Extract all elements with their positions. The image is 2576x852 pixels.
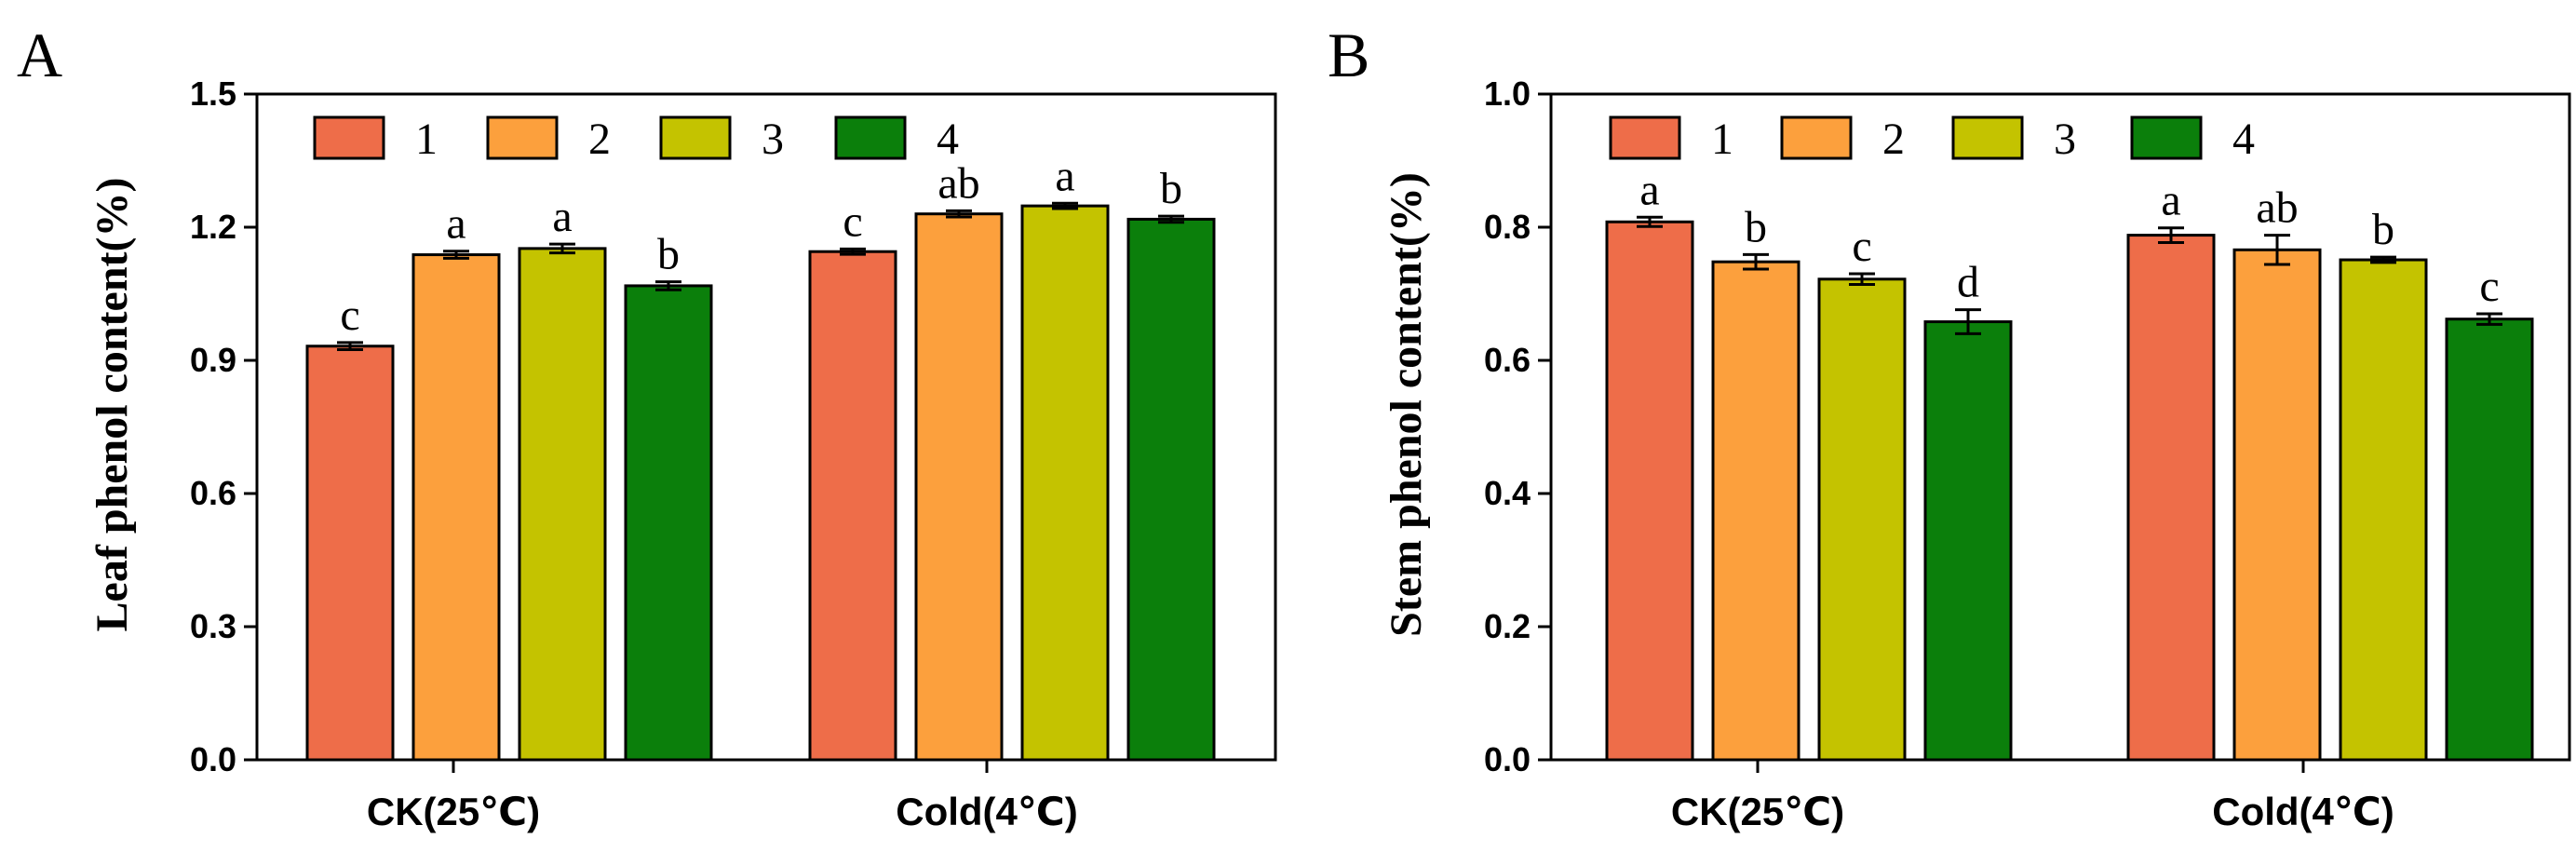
legend-swatch — [834, 115, 907, 160]
significance-label: a — [1639, 165, 1659, 214]
legend-label: 2 — [1882, 115, 1905, 164]
legend-swatch — [1780, 115, 1853, 160]
significance-label: c — [1852, 222, 1871, 271]
legend-label: 1 — [415, 115, 438, 164]
y-tick-label: 0.2 — [1484, 607, 1531, 645]
bar — [624, 284, 713, 762]
bar — [1711, 260, 1801, 762]
significance-label: a — [1055, 151, 1074, 200]
significance-label: b — [1160, 164, 1182, 213]
legend-label: 2 — [588, 115, 611, 164]
bar — [518, 247, 607, 762]
significance-label: b — [1745, 202, 1767, 251]
y-tick-label: 0.8 — [1484, 208, 1531, 246]
y-tick-label: 0.9 — [190, 341, 236, 379]
significance-label: b — [2372, 205, 2394, 254]
y-tick-label: 1.0 — [1484, 74, 1531, 113]
plot-frame — [255, 92, 1277, 762]
category-label: CK(25℃) — [1671, 790, 1844, 833]
bar — [808, 250, 897, 762]
y-tick-label: 0.3 — [190, 607, 236, 645]
panel-letter: B — [1328, 20, 1369, 90]
bar — [2126, 234, 2216, 762]
significance-label: a — [552, 192, 572, 241]
bar — [2339, 258, 2428, 762]
panel-b: B 0.0 0.2 0.4 0.6 0.8 1.0 Stem phenol content(%… — [1328, 20, 2571, 833]
legend-label: 4 — [2232, 115, 2255, 164]
panel-letter: A — [17, 20, 62, 90]
bar — [1020, 204, 1110, 762]
bar — [1605, 220, 1694, 762]
category-label: Cold(4℃) — [2212, 790, 2394, 833]
y-tick-label: 0.0 — [1484, 740, 1531, 778]
legend-label: 3 — [762, 115, 784, 164]
legend-label: 3 — [2054, 115, 2076, 164]
bar — [2445, 318, 2534, 762]
bar — [1126, 217, 1216, 762]
y-tick-label: 1.2 — [190, 208, 236, 246]
bar — [1923, 320, 2013, 762]
legend-swatch — [1951, 115, 2024, 160]
y-tick-label: 0.4 — [1484, 474, 1531, 512]
significance-label: ab — [2256, 183, 2298, 233]
significance-label: c — [843, 196, 862, 246]
legend-swatch — [659, 115, 732, 160]
significance-label: b — [657, 230, 680, 279]
category-label: CK(25℃) — [367, 790, 540, 833]
significance-label: a — [446, 199, 465, 249]
significance-label: c — [2479, 262, 2499, 311]
bar — [914, 212, 1004, 762]
y-axis-title: Stem phenol content(%) — [1382, 172, 1431, 637]
y-tick-label: 1.5 — [190, 74, 236, 113]
bar — [411, 253, 501, 762]
legend-swatch — [1609, 115, 1681, 160]
plot-frame — [1549, 92, 2571, 762]
bar — [305, 345, 395, 762]
significance-label: a — [2161, 176, 2180, 225]
bar — [1817, 277, 1907, 762]
legend-label: 1 — [1711, 115, 1733, 164]
legend-swatch — [2130, 115, 2203, 160]
legend-swatch — [486, 115, 559, 160]
significance-label: d — [1957, 258, 1979, 307]
legend-label: 4 — [937, 115, 959, 164]
bar — [2232, 248, 2322, 762]
y-tick-label: 0.6 — [190, 474, 236, 512]
y-axis-title: Leaf phenol content(%) — [88, 178, 137, 632]
significance-label: ab — [937, 158, 979, 208]
y-tick-label: 0.0 — [190, 740, 236, 778]
panel-a: A 0.0 0.3 0.6 0.9 1.2 1.5 Leaf phenol content(%… — [17, 20, 1277, 833]
legend-swatch — [313, 115, 385, 160]
y-tick-label: 0.6 — [1484, 341, 1531, 379]
category-label: Cold(4℃) — [896, 790, 1078, 833]
significance-label: c — [340, 291, 359, 340]
